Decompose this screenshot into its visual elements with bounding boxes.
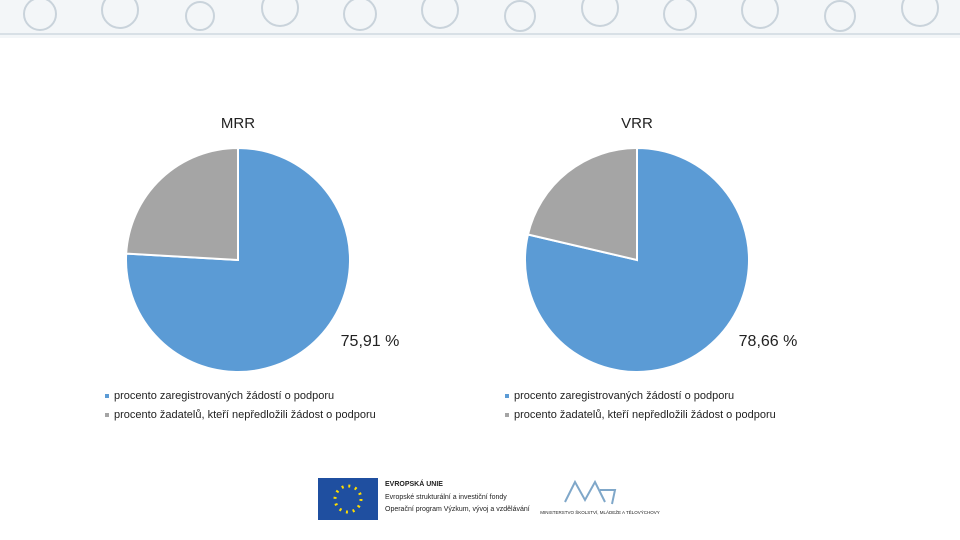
- header-pattern: [0, 0, 960, 38]
- legend-label: procento žadatelů, kteří nepředložili žá…: [514, 409, 776, 421]
- eu-funds: Evropské strukturální a investiční fondy: [385, 494, 507, 501]
- legend-label: procento žadatelů, kteří nepředložili žá…: [114, 409, 376, 421]
- eu-title: EVROPSKÁ UNIE: [385, 479, 443, 488]
- eu-flag: [318, 478, 378, 520]
- data-label: 75,91 %: [341, 333, 400, 350]
- legend-label: procento zaregistrovaných žádostí o podp…: [514, 390, 734, 402]
- legend-swatch: [505, 394, 509, 398]
- pie-slice: [526, 146, 638, 262]
- data-label: 78,66 %: [739, 333, 798, 350]
- ministry-name: MINISTERSTVO ŠKOLSTVÍ, MLÁDEŽE A TĚLOVÝC…: [540, 508, 659, 515]
- legend-swatch: [505, 413, 509, 417]
- chart-title: VRR: [621, 115, 653, 132]
- legend-label: procento zaregistrovaných žádostí o podp…: [114, 390, 334, 402]
- legend-swatch: [105, 394, 109, 398]
- chart-title: MRR: [221, 115, 255, 132]
- pie-slice: [125, 146, 239, 262]
- ministry-logo: [564, 479, 617, 505]
- legend-swatch: [105, 413, 109, 417]
- programme: Operační program Výzkum, vývoj a vzděláv…: [385, 506, 530, 513]
